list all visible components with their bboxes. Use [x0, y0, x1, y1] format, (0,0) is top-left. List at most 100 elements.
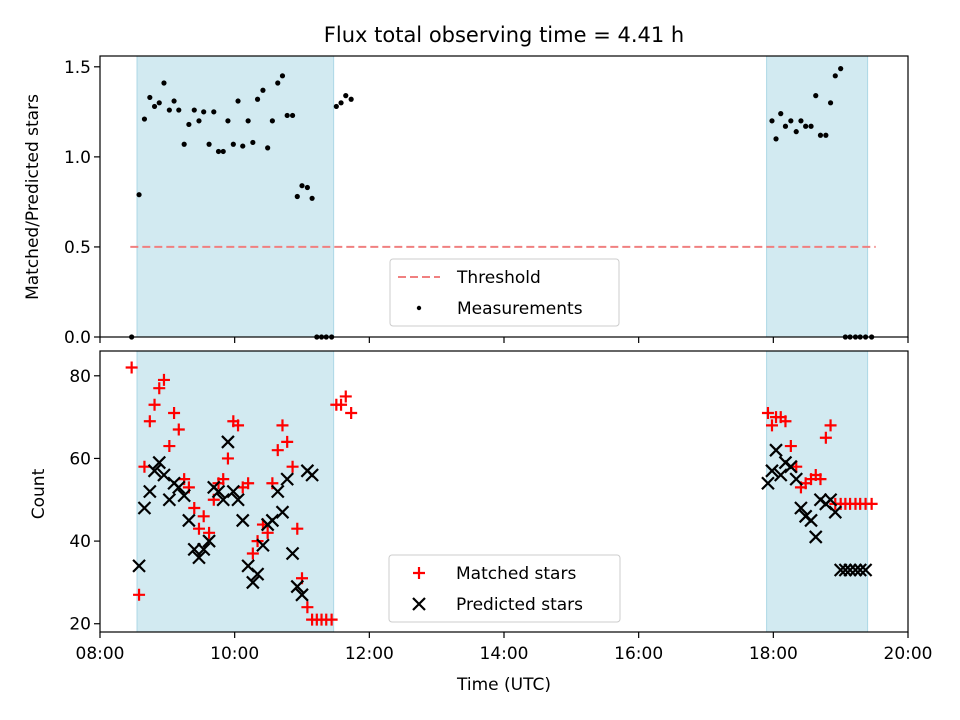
measurement-point — [215, 148, 222, 155]
measurement-point — [171, 98, 177, 104]
predicted-star-point — [192, 550, 206, 565]
measurement-point — [191, 107, 197, 113]
matched-star-point — [148, 398, 161, 411]
matched-star-point — [197, 510, 210, 523]
measurement-point — [141, 116, 148, 122]
predicted-star-point — [794, 501, 808, 515]
matched-star-point — [203, 526, 216, 539]
predicted-star-point — [182, 513, 196, 528]
predicted-star-point — [769, 443, 783, 457]
measurement-point — [156, 100, 162, 106]
measurement-point — [299, 183, 305, 189]
measurement-point — [304, 184, 310, 191]
count-y-axis-label: Count — [29, 468, 49, 519]
ratio-y-axis-label: Matched/Predicted stars — [23, 94, 43, 300]
measurement-point — [230, 141, 236, 147]
measurement-point — [343, 93, 349, 99]
matched-star-point — [339, 390, 352, 403]
measurement-point — [136, 192, 142, 198]
matched-star-point — [188, 502, 201, 515]
matched-star-point — [281, 435, 294, 448]
measurement-point — [196, 118, 202, 124]
ratio-axes: 0.0 0.5 1.0 1.5 Matched/Predicted stars Thr… — [23, 55, 909, 348]
matched-star-point — [335, 398, 348, 411]
matched-star-point — [291, 522, 304, 535]
measurement-point — [260, 87, 266, 93]
matched-star-point — [276, 419, 289, 432]
predicted-star-point — [137, 501, 152, 515]
matched-star-point — [765, 419, 778, 432]
predicted-star-point — [808, 530, 823, 544]
measurement-point — [348, 96, 354, 102]
x-tick-label: 16:00 — [614, 644, 663, 664]
count-x-ticks: 08:00 10:00 12:00 14:00 16:00 18:00 20:00 — [76, 632, 933, 664]
measurement-point — [817, 132, 824, 138]
count-legend: Matched stars Predicted stars — [388, 554, 621, 623]
matched-star-point — [232, 419, 245, 432]
measurement-point — [769, 118, 775, 124]
measurement-point — [201, 109, 207, 115]
legend-matched-swatch — [413, 567, 425, 579]
ratio-y-ticks: 0.0 0.5 1.0 1.5 — [64, 58, 100, 348]
matched-star-point — [125, 361, 138, 374]
predicted-star-point — [789, 472, 804, 486]
measurement-point — [803, 123, 809, 129]
legend-predicted-marker — [412, 597, 426, 611]
ratio-y-tick-label: 1.5 — [64, 58, 91, 78]
predicted-star-point — [202, 534, 216, 548]
matched-star-point — [784, 440, 797, 453]
measurement-point — [798, 118, 804, 124]
measurement-point — [265, 145, 271, 151]
predicted-star-point — [765, 464, 779, 478]
measurement-point — [827, 100, 834, 106]
count-shaded-range — [136, 350, 335, 633]
measurement-point — [166, 107, 172, 113]
ratio-y-tick-label: 0.0 — [64, 328, 91, 348]
predicted-star-point — [147, 464, 162, 478]
count-points — [125, 361, 878, 626]
measurement-point — [181, 141, 187, 147]
legend-threshold-label: Threshold — [456, 268, 541, 288]
count-y-tick-label: 20 — [69, 615, 91, 635]
count-legend-box — [388, 554, 621, 623]
predicted-star-point — [270, 484, 285, 499]
matched-star-point — [172, 423, 185, 436]
predicted-star-point — [250, 567, 265, 581]
x-tick-label: 18:00 — [749, 644, 798, 664]
predicted-star-point — [295, 588, 309, 602]
measurement-point — [220, 148, 226, 155]
matched-star-point — [138, 460, 151, 473]
measurement-point — [294, 193, 300, 200]
legend-predicted-swatch — [412, 597, 426, 611]
predicted-star-point — [858, 563, 873, 577]
matched-star-point — [242, 477, 255, 490]
measurement-point — [269, 118, 275, 124]
x-tick-label: 14:00 — [480, 644, 529, 664]
matched-star-point — [168, 406, 181, 419]
predicted-star-point — [838, 563, 853, 577]
predicted-star-point — [784, 459, 798, 474]
measurement-point — [284, 112, 290, 119]
predicted-star-point — [853, 563, 867, 577]
predicted-star-point — [290, 579, 305, 594]
matched-star-point — [246, 547, 259, 560]
measurement-point — [782, 123, 789, 129]
predicted-star-point — [848, 563, 863, 577]
predicted-star-point — [235, 513, 250, 528]
predicted-star-point — [823, 492, 838, 507]
measurement-point — [338, 100, 344, 106]
matched-star-point — [761, 406, 774, 419]
matched-star-point — [163, 440, 176, 453]
matched-star-point — [271, 444, 284, 457]
predicted-star-point — [761, 476, 775, 491]
measurement-point — [225, 118, 231, 124]
count-y-tick-label: 80 — [69, 367, 91, 387]
measurement-point — [813, 93, 819, 99]
predicted-star-point — [221, 435, 235, 449]
predicted-star-point — [216, 492, 230, 507]
matched-star-point — [865, 497, 878, 510]
measurement-point — [151, 103, 158, 110]
predicted-star-point — [231, 492, 245, 507]
matched-star-point — [143, 415, 156, 428]
